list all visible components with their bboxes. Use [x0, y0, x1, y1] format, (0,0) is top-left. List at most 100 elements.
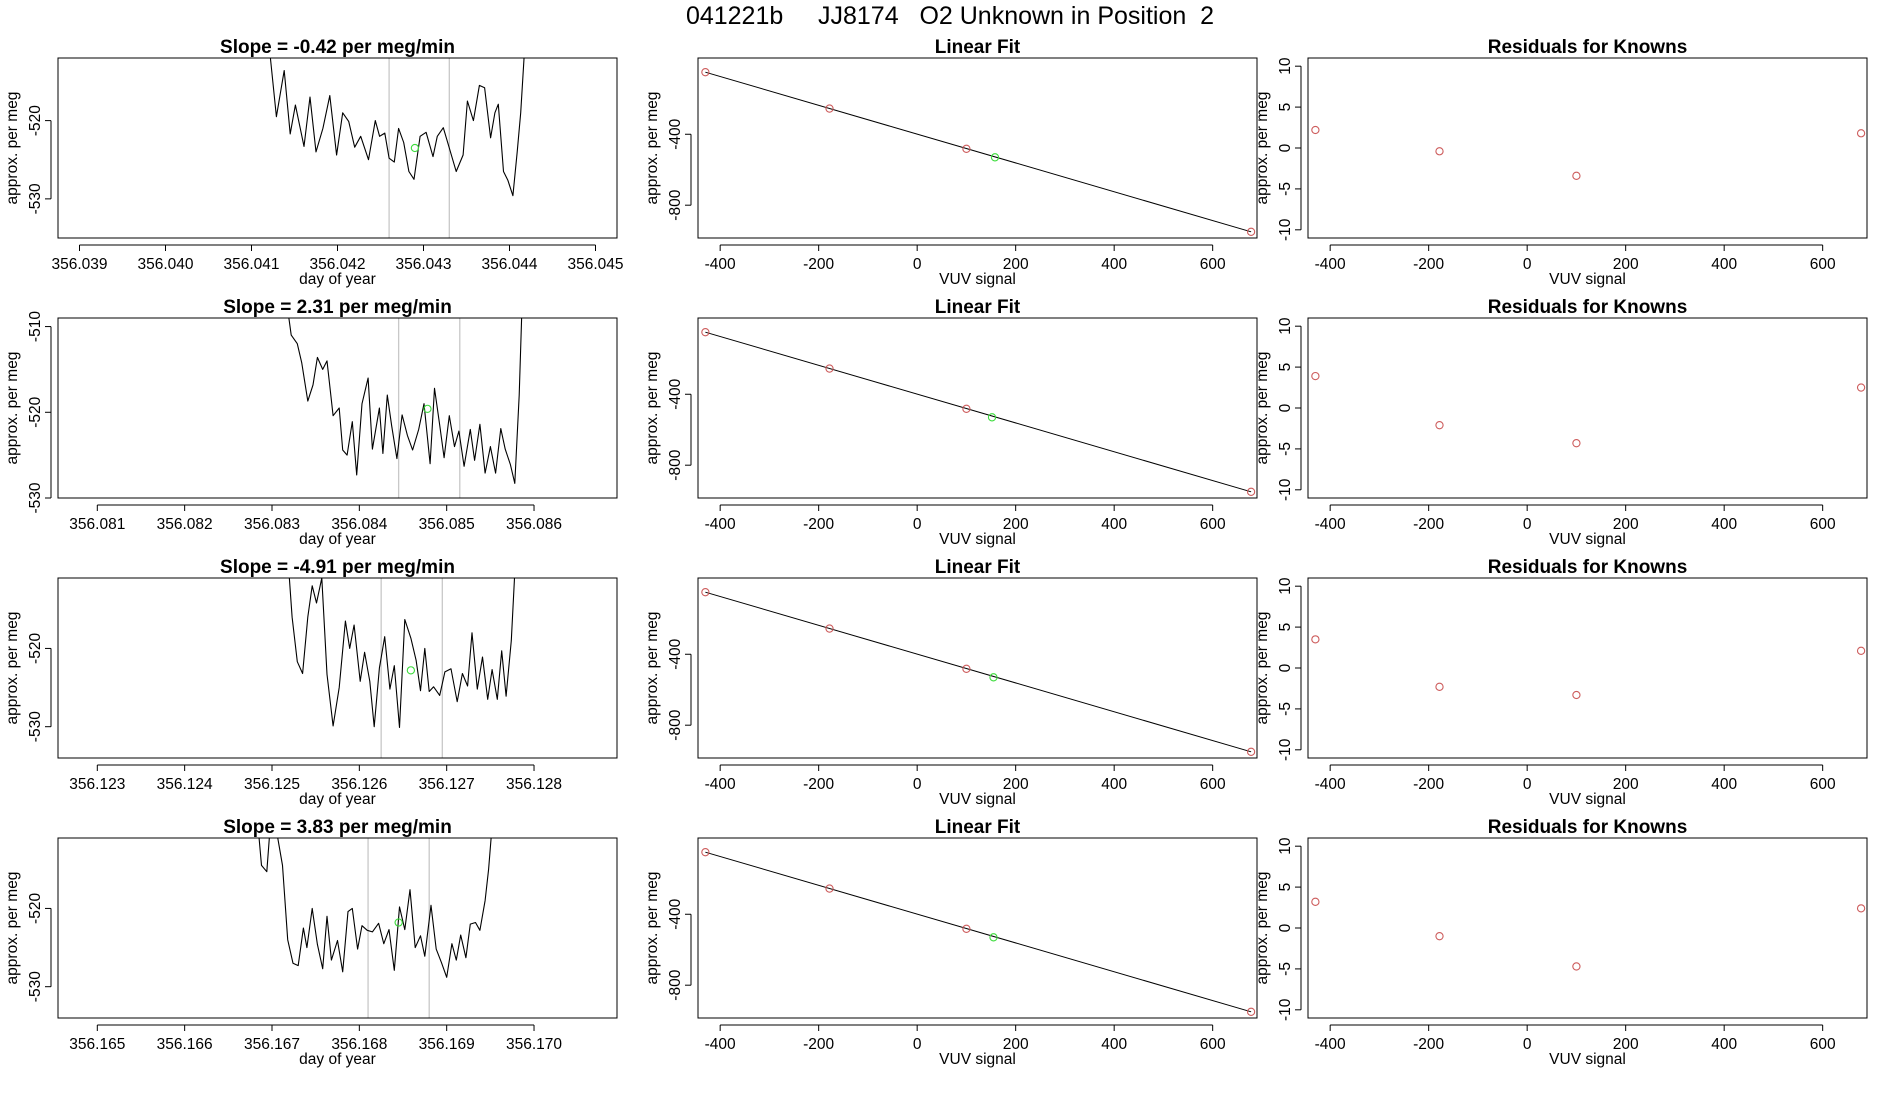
x-tick-label: -400	[705, 1036, 736, 1053]
x-tick-label: 0	[913, 776, 922, 793]
x-axis-label: VUV signal	[939, 1051, 1016, 1068]
panel-title: Slope = -4.91 per meg/min	[220, 557, 455, 578]
y-tick-label: -800	[667, 189, 684, 220]
x-tick-label: 356.165	[69, 1036, 125, 1053]
x-axis-label: VUV signal	[939, 271, 1016, 288]
plot-frame	[697, 317, 1258, 499]
y-tick-label: 10	[1277, 577, 1294, 595]
y-tick-label: -530	[27, 711, 44, 742]
known-point	[825, 624, 834, 633]
data-trace-line	[258, 838, 492, 978]
x-tick-label: 0	[1523, 256, 1532, 273]
x-tick-label: 200	[1003, 256, 1029, 273]
y-tick-label: 0	[1277, 143, 1294, 152]
fit-line	[705, 851, 1252, 1013]
panel-residuals-row-2: Residuals for Knowns -400 -200 0 200 400 600 VU…	[1254, 297, 1868, 548]
unknown-point	[987, 413, 997, 422]
plot-frame	[57, 57, 618, 239]
residual-point	[1311, 371, 1320, 381]
x-tick-label: 400	[1101, 1036, 1127, 1053]
unknown-point	[394, 918, 403, 927]
known-point	[962, 664, 971, 673]
residual-point	[1856, 129, 1866, 138]
x-tick-label: 400	[1711, 776, 1737, 793]
x-tick-label: 600	[1810, 256, 1836, 273]
x-tick-label: 356.045	[567, 256, 623, 273]
y-tick-label: -10	[1277, 478, 1294, 501]
x-tick-label: -400	[705, 776, 736, 793]
unknown-point	[990, 153, 1000, 162]
plot-frame	[697, 57, 1258, 239]
known-point	[825, 364, 834, 373]
y-tick-label: -5	[1277, 702, 1294, 716]
panel-title: Residuals for Knowns	[1488, 37, 1688, 58]
x-axis-label: VUV signal	[1549, 271, 1626, 288]
x-tick-label: 356.169	[419, 1036, 475, 1053]
x-axis-label: VUV signal	[939, 791, 1016, 808]
residual-point	[1435, 932, 1444, 941]
y-axis-label: approx. per meg	[4, 612, 21, 725]
plot-frame	[1307, 57, 1868, 239]
unknown-point	[410, 143, 420, 153]
y-tick-label: -520	[27, 396, 44, 427]
x-tick-label: 356.041	[223, 256, 279, 273]
x-tick-label: 356.043	[395, 256, 451, 273]
plot-frame	[697, 837, 1258, 1019]
known-point	[962, 924, 971, 933]
x-tick-label: 356.085	[419, 516, 475, 533]
x-axis-label: VUV signal	[1549, 791, 1626, 808]
panel-linear-fit-row-2: Linear Fit -400 -200 0 200 400 600 VUV signal -4…	[644, 297, 1258, 548]
data-trace-line	[288, 578, 516, 729]
y-tick-label: -800	[667, 969, 684, 1000]
x-axis-label: VUV signal	[1549, 1051, 1626, 1068]
x-tick-label: -200	[1413, 776, 1444, 793]
x-axis-label: day of year	[299, 531, 376, 548]
x-tick-label: 356.166	[157, 1036, 213, 1053]
y-tick-label: -510	[27, 311, 44, 342]
residual-point	[1572, 439, 1581, 448]
x-tick-label: 400	[1101, 776, 1127, 793]
x-tick-label: -400	[1315, 776, 1346, 793]
y-tick-label: -800	[667, 709, 684, 740]
figure-title: 041221b JJ8174 O2 Unknown in Position 2	[685, 2, 1215, 30]
y-axis-label: approx. per meg	[1254, 352, 1271, 465]
unknown-point	[423, 404, 432, 414]
x-tick-label: 600	[1200, 256, 1226, 273]
residual-point	[1572, 962, 1581, 971]
x-tick-label: 356.086	[506, 516, 562, 533]
x-tick-label: 356.039	[51, 256, 107, 273]
x-tick-label: 200	[1613, 256, 1639, 273]
residual-point	[1435, 147, 1444, 156]
residual-point	[1311, 635, 1320, 644]
y-tick-label: 0	[1277, 663, 1294, 672]
x-tick-label: 200	[1003, 516, 1029, 533]
known-point	[962, 404, 971, 413]
y-tick-label: 5	[1277, 103, 1294, 112]
known-point	[1246, 747, 1256, 756]
plot-frame	[57, 577, 618, 759]
x-tick-label: -200	[803, 1036, 834, 1053]
x-tick-label: 600	[1810, 516, 1836, 533]
y-tick-label: -530	[27, 971, 44, 1002]
y-axis-label: approx. per meg	[644, 352, 661, 465]
y-tick-label: 5	[1277, 623, 1294, 632]
x-tick-label: 356.082	[157, 516, 213, 533]
x-tick-label: 0	[1523, 1036, 1532, 1053]
x-tick-label: 356.127	[419, 776, 475, 793]
panel-title: Residuals for Knowns	[1488, 817, 1688, 838]
residual-point	[1572, 171, 1581, 180]
y-axis-label: approx. per meg	[4, 872, 21, 985]
y-axis-label: approx. per meg	[4, 92, 21, 205]
x-tick-label: -200	[1413, 256, 1444, 273]
known-point	[825, 884, 834, 893]
x-tick-label: -400	[1315, 516, 1346, 533]
residual-point	[1856, 904, 1866, 913]
x-tick-label: 200	[1613, 776, 1639, 793]
x-axis-label: VUV signal	[1549, 531, 1626, 548]
panel-title: Linear Fit	[935, 37, 1021, 58]
x-tick-label: -200	[803, 776, 834, 793]
y-tick-label: 10	[1277, 837, 1294, 855]
y-tick-label: 5	[1277, 363, 1294, 372]
residual-point	[1435, 682, 1444, 691]
